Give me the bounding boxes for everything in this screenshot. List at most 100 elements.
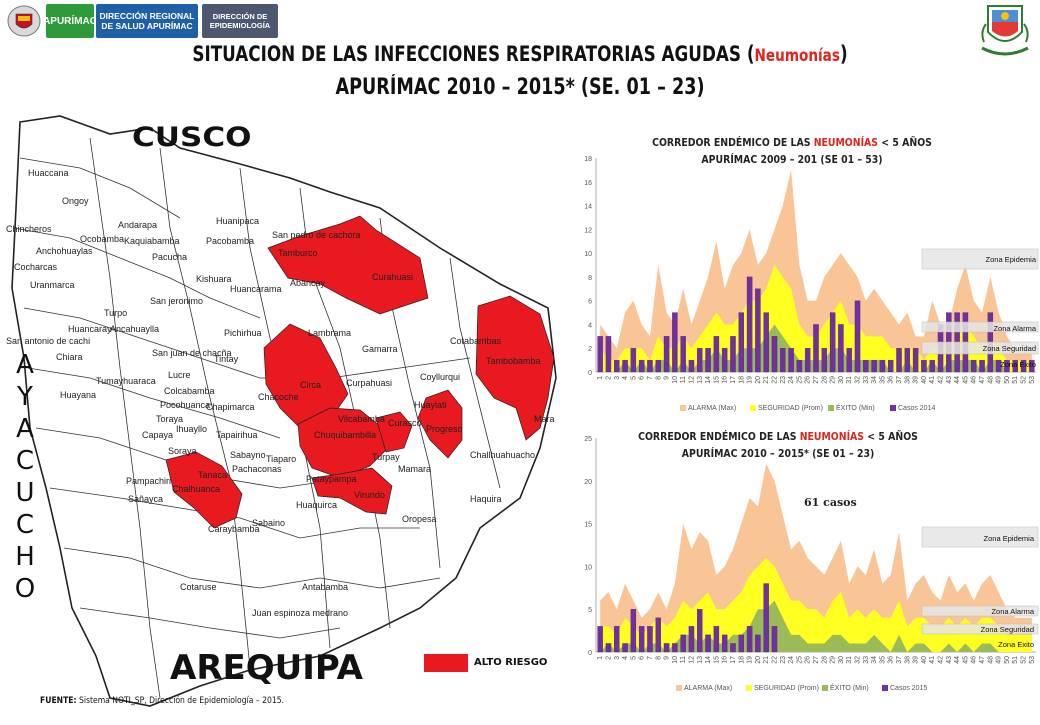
- zone-label: Zona Alarma: [993, 324, 1036, 333]
- x-tick-label: 28: [821, 376, 828, 384]
- x-tick-label: 49: [996, 656, 1003, 664]
- high-risk-districts: [165, 215, 555, 529]
- ayacucho-letter: U: [15, 478, 35, 508]
- y-tick-label: 10: [584, 251, 592, 258]
- x-tick-label: 37: [896, 656, 903, 664]
- case-bar: [804, 348, 811, 373]
- high-risk-legend-swatch: [424, 654, 468, 672]
- legend-seguridad-label: SEGURIDAD (Prom): [754, 685, 819, 692]
- x-tick-label: 48: [987, 376, 994, 384]
- x-tick-label: 37: [896, 376, 903, 384]
- x-tick-label: 11: [680, 656, 687, 663]
- case-bar: [746, 626, 753, 653]
- x-tick-label: 24: [788, 656, 795, 664]
- case-bar: [921, 359, 927, 373]
- case-bar: [630, 609, 637, 653]
- district-label: Curasco: [388, 418, 422, 428]
- epidemiologia-logo: DIRECCIÓN DE EPIDEMIOLOGÍA: [202, 4, 278, 38]
- x-tick-label: 8: [655, 376, 662, 380]
- legend-exito-swatch: [828, 405, 834, 411]
- x-tick-label: 53: [1029, 656, 1036, 664]
- x-tick-label: 46: [971, 656, 978, 664]
- district-label: Turpay: [372, 452, 400, 462]
- district-label: Juan espinoza medrano: [252, 608, 349, 618]
- chart1-title-line2: APURÍMAC 2009 – 201 (SE 01 – 53): [701, 153, 883, 166]
- chart2-title-line1: CORREDOR ENDÉMICO DE LAS NEUMONÍAS < 5 A…: [591, 430, 965, 443]
- district-label: Cotaruse: [180, 582, 217, 592]
- district-label: San juan de chacña: [152, 348, 232, 358]
- district-label: Cocharcas: [14, 262, 58, 272]
- case-bar: [721, 348, 728, 373]
- chart1-title-post: < 5 AÑOS: [878, 136, 932, 149]
- legend-seguridad-swatch: [746, 685, 752, 691]
- x-tick-label: 19: [747, 376, 754, 384]
- x-tick-label: 8: [655, 656, 662, 660]
- x-tick-label: 45: [962, 656, 969, 664]
- district-label: Pocohuanca: [160, 400, 211, 410]
- x-tick-label: 4: [622, 656, 629, 660]
- legend-alarma-label: ALARMA (Max): [688, 405, 736, 412]
- case-bar: [638, 359, 645, 373]
- x-tick-label: 23: [780, 376, 787, 384]
- x-tick-label: 44: [954, 656, 961, 664]
- x-tick-label: 7: [647, 656, 654, 660]
- x-tick-label: 26: [805, 376, 812, 384]
- area-alarma: [600, 169, 1032, 372]
- district-label: Uranmarca: [30, 280, 75, 290]
- x-tick-label: 26: [805, 656, 812, 664]
- case-bar: [614, 359, 620, 373]
- x-tick-label: 12: [688, 376, 695, 384]
- apurimac-logo: APURÍMAC: [43, 4, 97, 38]
- district-label: Huancaray: [68, 324, 112, 334]
- district-label: Circa: [300, 380, 322, 390]
- x-tick-label: 22: [771, 656, 778, 664]
- district-label: Gamarra: [362, 344, 398, 354]
- district-label: Curahuasi: [372, 272, 414, 282]
- district-label: Anchohuaylas: [36, 246, 93, 256]
- y-tick-label: 18: [584, 156, 592, 163]
- map-panel: CUSCO AREQUIPA ALTO RIESGO Huaccana Ongoy…: [0, 108, 590, 720]
- district-label: Pichirhua: [224, 328, 262, 338]
- district-label: Antabamba: [302, 582, 349, 592]
- district-label: Lambrama: [308, 328, 352, 338]
- x-tick-label: 24: [788, 376, 795, 384]
- case-bar: [605, 643, 612, 653]
- legend-casos-label: Casos 2014: [898, 405, 935, 412]
- case-bar: [672, 312, 678, 373]
- case-bar: [1004, 359, 1010, 373]
- case-bar: [705, 348, 711, 373]
- x-tick-label: 9: [664, 376, 671, 380]
- x-tick-label: 3: [614, 656, 621, 660]
- district-label: Ongoy: [62, 196, 89, 206]
- x-tick-label: 45: [962, 376, 969, 384]
- x-tick-label: 17: [730, 656, 737, 664]
- case-bar: [672, 643, 678, 653]
- case-bar: [730, 643, 736, 653]
- legend-seguridad-label: SEGURIDAD (Prom): [758, 405, 823, 412]
- district-label: San antonio de cachi: [6, 336, 91, 346]
- district-label: Pacucha: [152, 252, 188, 262]
- x-tick-label: 18: [738, 376, 745, 384]
- x-tick-label: 27: [813, 656, 820, 664]
- x-tick-label: 34: [871, 376, 878, 384]
- case-bar: [896, 348, 902, 373]
- case-bar: [713, 626, 720, 653]
- x-tick-label: 30: [838, 656, 845, 664]
- x-tick-label: 35: [879, 656, 886, 664]
- y-tick-label: 0: [588, 370, 592, 377]
- x-tick-label: 5: [630, 376, 637, 380]
- district-label: Chalhuanca: [172, 484, 221, 494]
- x-tick-label: 39: [913, 656, 920, 664]
- case-bar: [755, 634, 761, 653]
- y-tick-label: 0: [588, 650, 592, 657]
- x-tick-label: 20: [755, 376, 762, 384]
- x-tick-label: 6: [639, 376, 646, 380]
- district-label: Kaquiabamba: [124, 236, 180, 246]
- x-tick-label: 2: [605, 376, 612, 380]
- district-label: Andarapa: [118, 220, 158, 230]
- x-tick-label: 30: [838, 376, 845, 384]
- x-tick-label: 27: [813, 376, 820, 384]
- case-bar: [1029, 359, 1035, 373]
- page-title-line1-pre: SITUACION DE LAS INFECCIONES RESPIRATORI…: [192, 42, 755, 66]
- x-tick-label: 7: [647, 376, 654, 380]
